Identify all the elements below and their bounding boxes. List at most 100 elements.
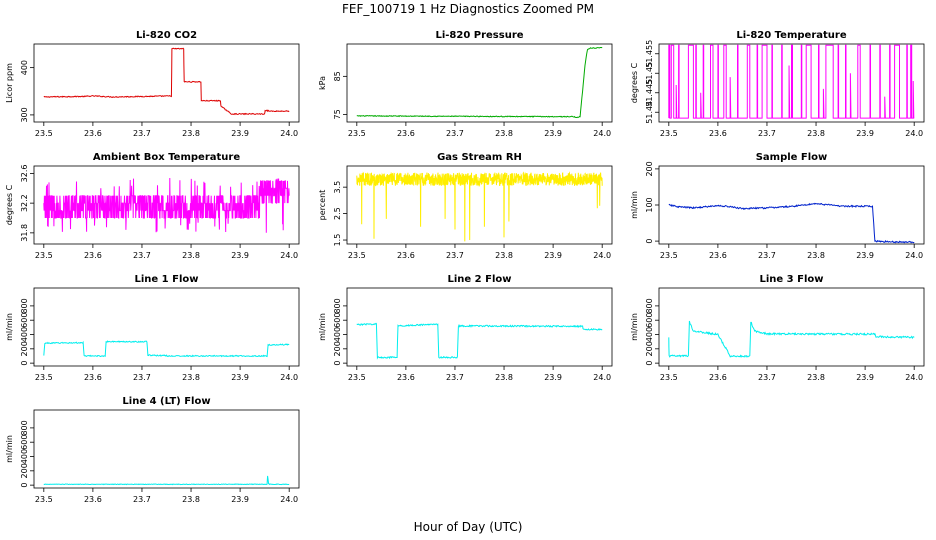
sample_flow-y-tick-label: 100: [645, 197, 654, 212]
box_temp-y-tick-label: 32.6: [20, 165, 29, 183]
temperature-x-tick-label: 23.6: [709, 129, 727, 138]
line4-y-tick-label: 400: [20, 449, 29, 464]
pressure-series-line: [356, 47, 603, 119]
box_temp-y-tick-label: 31.8: [20, 224, 29, 242]
line3-plot-frame: [658, 287, 925, 367]
sample_flow-title: Sample Flow: [756, 152, 828, 163]
line4-y-tick-label: 600: [20, 435, 29, 450]
rh-x-tick-label: 24.0: [593, 251, 611, 260]
box_temp-title: Ambient Box Temperature: [93, 152, 240, 163]
line1-x-tick-label: 23.6: [84, 373, 102, 382]
box_temp-series-line: [43, 177, 290, 233]
box_temp-x-tick-label: 24.0: [280, 251, 298, 260]
sample_flow-x-tick-label: 23.8: [807, 251, 825, 260]
line1-x-tick-label: 23.8: [182, 373, 200, 382]
temperature-x-tick-label: 23.9: [856, 129, 874, 138]
line4-y-tick-label: 200: [20, 463, 29, 478]
line3-x-tick-label: 23.8: [807, 373, 825, 382]
panel-rh: Gas Stream RH 23.5 23.6 23.7 23.8 23.9 24.0 1.5…: [318, 152, 613, 260]
figure-xlabel: Hour of Day (UTC): [414, 520, 523, 534]
pressure-x-tick-label: 23.8: [495, 129, 513, 138]
temperature-spike: [700, 92, 702, 119]
sample_flow-x-tick-label: 23.5: [660, 251, 678, 260]
pressure-x-tick-label: 23.6: [397, 129, 415, 138]
rh-series-line: [356, 171, 603, 242]
sample_flow-x-tick-label: 23.6: [709, 251, 727, 260]
co2-y-tick-label: 300: [20, 107, 29, 122]
line2-y-tick-label: 200: [333, 341, 342, 356]
line3-ylabel: ml/min: [630, 313, 639, 341]
temperature-x-tick-label: 23.8: [807, 129, 825, 138]
pressure-x-tick-label: 23.7: [446, 129, 464, 138]
line1-y-tick-label: 200: [20, 341, 29, 356]
panel-line3: Line 3 Flow 23.5 23.6 23.7 23.8 23.9 24.0 0 2004…: [630, 274, 925, 382]
temperature-spike: [912, 81, 915, 119]
pressure-plot-frame: [346, 43, 613, 123]
temperature-spike: [884, 96, 886, 119]
line1-y-tick-label: 800: [20, 298, 29, 313]
line2-y-tick-label: 400: [333, 327, 342, 342]
pressure-y-tick-label: 85: [333, 71, 342, 81]
co2-title: Li-820 CO2: [136, 30, 197, 41]
line1-x-tick-label: 23.7: [133, 373, 151, 382]
sample_flow-series-line: [668, 202, 915, 244]
co2-x-tick-label: 23.8: [182, 129, 200, 138]
temperature-spike: [822, 88, 825, 119]
line1-ylabel: ml/min: [5, 313, 14, 341]
panel-sample_flow: Sample Flow 23.5 23.6 23.7 23.8 23.9 24.0 0 100 2…: [630, 152, 925, 260]
temperature-title: Li-820 Temperature: [736, 30, 846, 41]
temperature-spike: [788, 65, 791, 119]
line3-title: Line 3 Flow: [760, 274, 824, 285]
rh-title: Gas Stream RH: [437, 152, 522, 163]
rh-x-tick-label: 23.9: [544, 251, 562, 260]
panel-pressure: Li-820 Pressure 23.5 23.6 23.7 23.8 23.9 24.0 7…: [318, 30, 613, 138]
rh-x-tick-label: 23.7: [446, 251, 464, 260]
rh-plot-frame: [346, 165, 613, 245]
sample_flow-x-tick-label: 24.0: [905, 251, 923, 260]
line1-x-tick-label: 23.9: [231, 373, 249, 382]
temperature-ylabel: degrees C: [630, 62, 639, 103]
line3-y-tick-label: 200: [645, 341, 654, 356]
rh-y-tick-label: 3.5: [333, 181, 342, 194]
line1-x-tick-label: 23.5: [35, 373, 53, 382]
line2-ylabel: ml/min: [318, 313, 327, 341]
co2-x-tick-label: 23.9: [231, 129, 249, 138]
line2-y-tick-label: 0: [333, 361, 342, 366]
co2-plot-frame: [33, 43, 300, 123]
chart-panels: Li-820 CO2 23.5 23.6 23.7 23.8 23.9 24.0 300 400…: [5, 30, 925, 504]
line1-y-tick-label: 600: [20, 313, 29, 328]
line3-y-tick-label: 400: [645, 327, 654, 342]
line4-x-tick-label: 23.6: [84, 495, 102, 504]
box_temp-y-tick-label: 32.2: [20, 194, 29, 212]
rh-x-tick-label: 23.6: [397, 251, 415, 260]
line2-x-tick-label: 23.9: [544, 373, 562, 382]
temperature-x-tick-label: 24.0: [905, 129, 923, 138]
line1-y-tick-label: 400: [20, 327, 29, 342]
sample_flow-x-tick-label: 23.9: [856, 251, 874, 260]
co2-x-tick-label: 24.0: [280, 129, 298, 138]
temperature-x-tick-label: 23.7: [758, 129, 776, 138]
temperature-y-tick-label: 51.445: [645, 79, 654, 107]
pressure-x-tick-label: 23.5: [348, 129, 366, 138]
line3-series-line: [668, 320, 915, 359]
panel-box_temp: Ambient Box Temperature 23.5 23.6 23.7 23.8 2…: [5, 152, 300, 260]
temperature-x-tick-label: 23.5: [660, 129, 678, 138]
line3-y-tick-label: 600: [645, 313, 654, 328]
line4-ylabel: ml/min: [5, 435, 14, 463]
temperature-y-tick-label: 51.455: [645, 40, 654, 68]
pressure-ylabel: kPa: [318, 76, 327, 90]
temperature-y-tick-label: 51.44: [645, 101, 654, 124]
line2-x-tick-label: 23.7: [446, 373, 464, 382]
co2-x-tick-label: 23.6: [84, 129, 102, 138]
temperature-y-tick-label: 51.45: [645, 62, 654, 85]
co2-series-line: [43, 47, 290, 116]
line1-y-tick-label: 0: [20, 361, 29, 366]
panel-line4: Line 4 (LT) Flow 23.5 23.6 23.7 23.8 23.9 24.0…: [5, 396, 300, 504]
line4-plot-frame: [33, 409, 300, 489]
line3-x-tick-label: 24.0: [905, 373, 923, 382]
line4-y-tick-label: 0: [20, 483, 29, 488]
box_temp-x-tick-label: 23.5: [35, 251, 53, 260]
line2-y-tick-label: 800: [333, 298, 342, 313]
box_temp-x-tick-label: 23.9: [231, 251, 249, 260]
